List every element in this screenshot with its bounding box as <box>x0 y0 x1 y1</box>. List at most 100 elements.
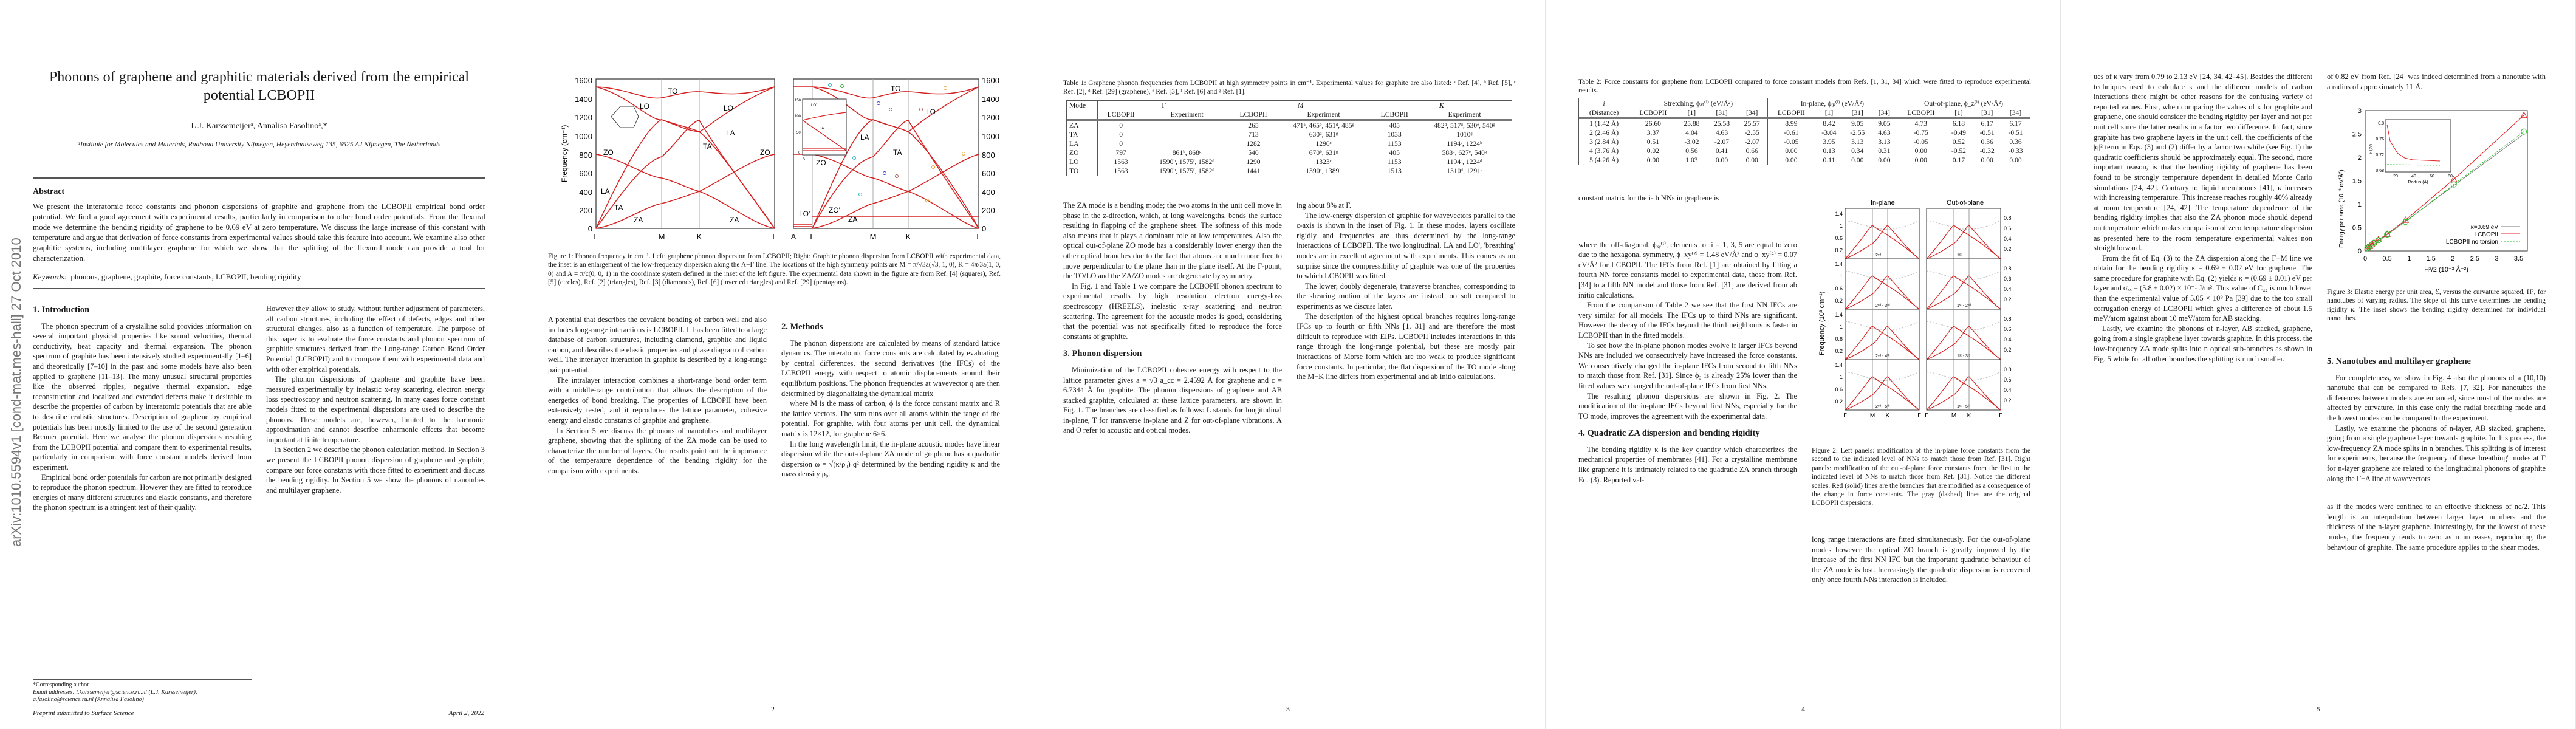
table-cell: -2.07 <box>1714 138 1730 146</box>
table-cell: 1563 <box>1097 166 1145 176</box>
table-header-cell: [31] <box>1973 108 2002 119</box>
modified-branch <box>1926 376 2001 411</box>
table-cell: 1441 <box>1230 166 1276 176</box>
footer-journal: Preprint submitted to Surface Science <box>33 710 134 717</box>
table-cell: 670ᵇ, 631ᵍ <box>1309 149 1338 157</box>
table-header-cell: [34] <box>1871 108 1897 119</box>
table-row: 4 (3.76 Å) 0.02 0.56 0.41 0.66 0.00 0.13 0.34 0.… <box>1579 146 2030 156</box>
x-tick: 3.5 <box>2514 255 2523 262</box>
paragraph: The ZA mode is a bending mode; the two a… <box>1063 201 1282 281</box>
table-1-caption: Table 1: Graphene phonon frequencies fro… <box>1063 80 1516 96</box>
text-label: In-plane, ϕᵢₚ⁽ⁱ⁾ (eV/Å²) <box>1767 98 1897 108</box>
text-label: ZO' <box>829 206 840 214</box>
modified-branch <box>1926 225 2001 259</box>
table-row: TA 0 713 630ᵈ, 631ᵍ 1033 1010ᵍ <box>1067 130 1512 139</box>
paragraph: long range interactions are fitted simul… <box>1812 535 2030 584</box>
paragraph: The resulting phonon dispersions are sho… <box>1578 391 1797 420</box>
y-tick: 0.6 <box>1835 336 1843 342</box>
text-label: Experiment <box>1276 110 1371 121</box>
y-tick: 3 <box>2358 108 2362 115</box>
paragraph: Lastly, we examine the phonons of n-laye… <box>2094 324 2312 363</box>
text-label: LO <box>926 108 936 116</box>
x-tick: 2.5 <box>2470 255 2479 262</box>
text-label: TA <box>614 204 623 212</box>
text-label: LO <box>724 104 733 112</box>
table-row: LA 0 1282 1290ᶜ 1153 1194ᶜ, 1224ʰ <box>1067 139 1512 148</box>
table-cell: 0.02 <box>1629 146 1677 156</box>
panel-label: 1ˢᵗ - 5ᵗʰ <box>1957 405 1970 409</box>
text-label: M <box>1230 101 1371 110</box>
column-right-top: of 0.82 eV from Ref. [24] was indeed det… <box>2327 72 2546 92</box>
text-label: ZO <box>760 148 770 157</box>
y-tick: 1 <box>1840 273 1843 279</box>
table-cell: 1310ᵈ, 1291ᵉ <box>1447 167 1482 175</box>
inset-y-tick: 0.8 <box>2378 122 2384 126</box>
y-tick: 0.8 <box>2004 366 2012 372</box>
table-cell: 1 (1.42 Å) <box>1589 120 1619 128</box>
panel-frame <box>1845 258 1920 310</box>
y-tick: 0.6 <box>2004 377 2012 383</box>
panel-label: 1ˢᵗ - 3ʳᵈ <box>1957 354 1971 358</box>
paragraph: Empirical bond order potentials for carb… <box>33 473 252 512</box>
table-cell: 1590ᵇ, 1575ᶠ, 1582ᵈ <box>1159 158 1214 166</box>
y-tick: 0.6 <box>2004 326 2012 332</box>
table-cell: -3.02 <box>1684 138 1699 146</box>
dispersion-curves <box>595 86 775 229</box>
text-label: 200 <box>982 206 995 215</box>
table-cell: 1153 <box>1371 139 1418 148</box>
panel-frame <box>1845 359 1920 411</box>
text-label: LO' <box>799 210 810 218</box>
column-left: The ZA mode is a bending mode; the two a… <box>1063 200 1282 436</box>
table-cell: 0.34 <box>1851 147 1864 155</box>
text-label: K <box>1371 101 1512 110</box>
y-tick: 1.4 <box>1835 362 1843 368</box>
table-cell: 1.03 <box>1685 156 1698 164</box>
text-label: K <box>697 232 702 241</box>
x-tick: 0.5 <box>2382 255 2391 262</box>
text-label: 800 <box>982 151 995 160</box>
table-cell: 9.05 <box>1851 120 1864 128</box>
original-branch <box>1926 220 2001 230</box>
table-header-cell: (Distance) <box>1579 108 1629 119</box>
data-point <box>2520 111 2528 118</box>
panel-label: 2ⁿᵈ - 3ʳᵈ <box>1875 304 1890 308</box>
y-tick: 0.6 <box>1835 286 1843 292</box>
page-number: 3 <box>1286 705 1290 713</box>
inset-x-tick: 60 <box>2430 174 2434 179</box>
text-label: TO <box>891 84 900 93</box>
legend-entry: LCBOPII <box>2475 231 2498 238</box>
footnote-corresponding: *Corresponding author <box>33 682 89 688</box>
table-cell: 5 (4.26 Å) <box>1589 156 1619 164</box>
table-cell: 1323ᶜ <box>1315 158 1332 166</box>
text-label: ZO <box>603 148 614 157</box>
table-row: ZA 0 265 471ᵃ, 465ᵇ, 451ᵈ, 485ᵍ 405 482ᵈ, 517… <box>1067 120 1512 130</box>
table-cell: 0 <box>1097 130 1145 139</box>
text-label: ZO <box>816 159 826 167</box>
section-heading-nanotubes: 5. Nanotubes and multilayer graphene <box>2327 357 2471 366</box>
table-cell: 588ᵈ, 627ᵉ, 540ᵍ <box>1442 149 1487 157</box>
y-ticks-right: 1600 1400 1200 1000 800 600 400 200 0 <box>982 76 999 233</box>
y-tick: 1.5 <box>2352 178 2362 185</box>
x-tick: 3 <box>2495 255 2498 262</box>
text-label: Γ <box>1097 101 1230 110</box>
table-header-cell: [34] <box>1736 108 1768 119</box>
legend-entry: κ=0.69 eV <box>2471 224 2499 231</box>
modified-branch <box>1926 275 2001 310</box>
data-point <box>2450 181 2457 188</box>
text-label: 1400 <box>982 95 999 104</box>
table-cell <box>1144 130 1230 139</box>
table-cell: 4.63 <box>1878 129 1891 137</box>
arxiv-stamp-text: arXiv:1010.5594v1 [cond-mat.mes-hall] 27… <box>9 238 24 547</box>
inset-x-label: Radius (Å) <box>2408 179 2428 185</box>
paragraph: In the long wavelength limit, the in-pla… <box>781 439 1000 479</box>
column-right: However they allow to study, without fur… <box>266 304 485 495</box>
x-tick: Γ <box>1917 412 1921 419</box>
text-label: 400 <box>982 188 995 197</box>
column-title: In-plane <box>1871 199 1895 207</box>
data-point <box>2384 231 2391 238</box>
table-cell: -0.33 <box>2008 147 2023 155</box>
table-cell: -0.52 <box>1951 147 1966 155</box>
text-label: 200 <box>579 206 592 215</box>
text-label: ZA <box>848 215 857 224</box>
table-cell: 0.00 <box>1897 146 1945 156</box>
